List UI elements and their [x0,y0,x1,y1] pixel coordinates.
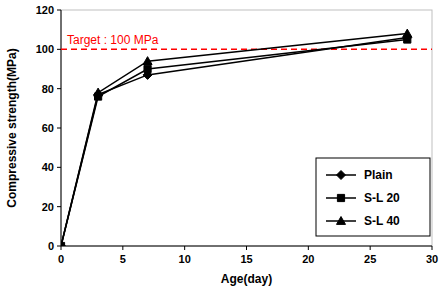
y-tick-label: 80 [42,83,54,95]
x-tick [370,246,371,250]
series-marker [144,65,151,72]
x-tick [61,246,62,250]
series-marker [403,29,412,37]
x-tick-label: 30 [426,253,438,265]
x-tick [308,246,309,250]
series-marker [61,242,66,247]
legend-label: S-L 20 [364,191,400,205]
x-tick [184,246,185,250]
x-tick-label: 10 [179,253,191,265]
series-marker [61,242,66,247]
x-axis-title: Age(day) [221,272,272,286]
series-marker [143,57,152,65]
series-marker [61,242,65,246]
y-tick-label: 20 [42,201,54,213]
x-tick-label: 20 [302,253,314,265]
y-tick [57,49,61,50]
x-tick [432,246,433,250]
target-label: Target : 100 MPa [67,33,159,47]
y-tick [57,206,61,207]
x-tick-label: 15 [240,253,252,265]
series-marker [94,88,103,96]
y-tick-label: 120 [36,4,54,16]
legend: Plain S-L 20 S-L 40 [316,158,430,236]
y-tick-label: 0 [48,240,54,252]
x-tick-label: 0 [58,253,64,265]
y-tick-label: 100 [36,43,54,55]
y-tick-label: 40 [42,161,54,173]
x-tick [246,246,247,250]
x-tick-label: 25 [364,253,376,265]
target-line [61,49,432,51]
legend-label: S-L 40 [364,214,400,228]
plot-area [61,29,432,246]
y-axis-title: Compressive strength(MPa) [5,48,19,207]
y-tick [57,246,61,247]
chart: 0 20 40 60 80 100 120 0 5 10 15 20 25 30 Age(day) Compr… [0,0,444,288]
y-tick [57,88,61,89]
legend-label: Plain [364,168,393,182]
y-tick [57,167,61,168]
y-tick [57,128,61,129]
legend-marker [337,171,346,180]
legend-marker [337,217,346,225]
x-tick [122,246,123,250]
x-tick-label: 5 [120,253,126,265]
plot-frame [61,10,432,246]
legend-marker [337,194,344,201]
y-tick [57,10,61,11]
legend-box [316,158,430,236]
y-tick-label: 60 [42,122,54,134]
